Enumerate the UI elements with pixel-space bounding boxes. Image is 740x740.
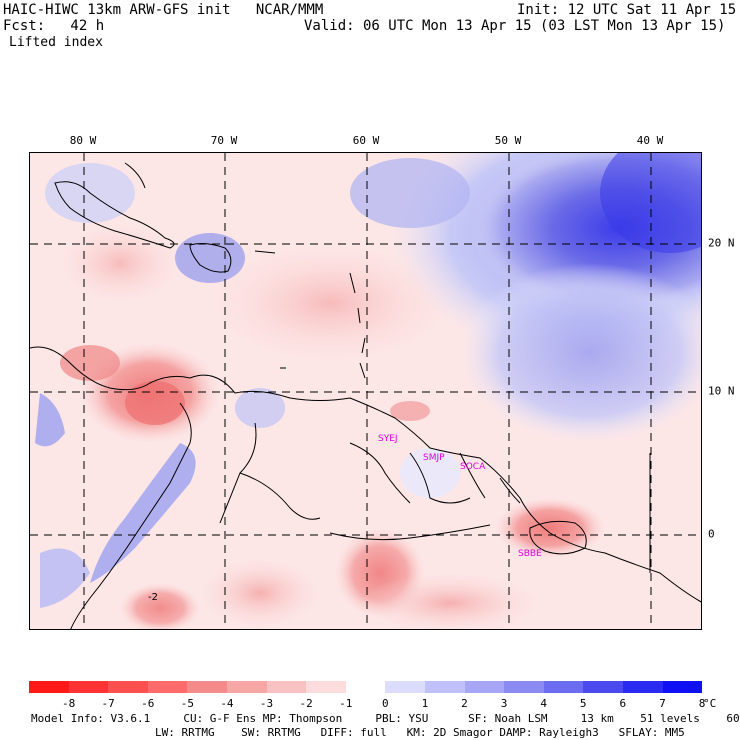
colorbar <box>29 681 703 693</box>
colorbar-cell <box>29 681 69 693</box>
colorbar-tick-label: 1 <box>421 697 429 710</box>
colorbar-tick-label: -6 <box>141 697 155 710</box>
colorbar-tick-label: 2 <box>461 697 468 710</box>
positive-lifted-index-regions <box>35 153 701 608</box>
colorbar-cell <box>543 681 584 693</box>
colorbar-cell <box>464 681 505 693</box>
lon-label-40w: 40 W <box>636 134 664 147</box>
init-time: Init: 12 UTC Sat 11 Apr 15 <box>517 2 737 18</box>
colorbar-tick-label: -2 <box>299 697 313 710</box>
lon-label-80w: 80 W <box>69 134 97 147</box>
colorbar-tick-label: 8 <box>698 697 706 710</box>
station-label: SOCA <box>460 462 486 472</box>
lat-label-10n: 10 N <box>708 384 735 398</box>
colorbar-tick-label: -3 <box>259 697 274 710</box>
map-canvas: SYEJ SMJP SOCA SBBE -2 <box>30 153 701 629</box>
colorbar-unit: °C <box>703 697 717 710</box>
station-label: SYEJ <box>378 434 398 444</box>
colorbar-cell <box>385 681 425 693</box>
colorbar-cell <box>187 681 227 693</box>
lifted-index-map: SYEJ SMJP SOCA SBBE -2 <box>29 152 702 630</box>
colorbar-cell <box>108 681 148 693</box>
colorbar-tick-label: 3 <box>500 697 508 710</box>
colorbar-tick-label: -8 <box>61 697 76 710</box>
valid-time: Valid: 06 UTC Mon 13 Apr 15 (03 LST Mon … <box>304 18 726 34</box>
lat-label-0: 0 <box>708 527 715 541</box>
contour-label: -2 <box>148 592 158 603</box>
lon-label-50w: 50 W <box>494 134 522 147</box>
colorbar-cell <box>424 681 465 693</box>
colorbar-cell <box>662 681 703 693</box>
colorbar-cell <box>266 681 307 693</box>
colorbar-cell <box>504 681 544 693</box>
station-label: SBBE <box>518 549 542 559</box>
lon-label-60w: 60 W <box>352 134 380 147</box>
model-info-line1: Model Info: V3.6.1 CU: G-F Ens MP: Thomp… <box>31 712 740 725</box>
colorbar-tick-label: 5 <box>579 697 587 710</box>
colorbar-cell <box>226 681 267 693</box>
colorbar-tick-label: -1 <box>339 697 353 710</box>
colorbar-cell <box>306 681 346 693</box>
colorbar-cell <box>622 681 663 693</box>
station-label: SMJP <box>423 453 445 463</box>
colorbar-cell <box>345 681 386 693</box>
lat-label-20n: 20 N <box>708 236 735 250</box>
field-name: Lifted index <box>9 35 103 50</box>
model-info-line2: LW: RRTMG SW: RRTMG DIFF: full KM: 2D Sm… <box>155 726 685 739</box>
colorbar-tick-label: -7 <box>101 697 115 710</box>
colorbar-tick-label: 7 <box>659 697 666 710</box>
graticule <box>30 153 701 629</box>
model-title: HAIC-HIWC 13km ARW-GFS init NCAR/MMM <box>3 2 324 18</box>
colorbar-tick-label: 0 <box>381 697 389 710</box>
coastlines <box>30 162 701 629</box>
forecast-hour: Fcst: 42 h <box>3 18 105 34</box>
colorbar-tick-label: -5 <box>180 697 194 710</box>
colorbar-cell <box>147 681 188 693</box>
negative-lifted-index-regions <box>60 223 605 629</box>
colorbar-tick-label: 4 <box>540 697 547 710</box>
colorbar-tick-label: -4 <box>220 697 234 710</box>
colorbar-cell <box>583 681 623 693</box>
colorbar-cell <box>68 681 109 693</box>
lon-label-70w: 70 W <box>210 134 238 147</box>
colorbar-tick-label: 6 <box>619 697 627 710</box>
